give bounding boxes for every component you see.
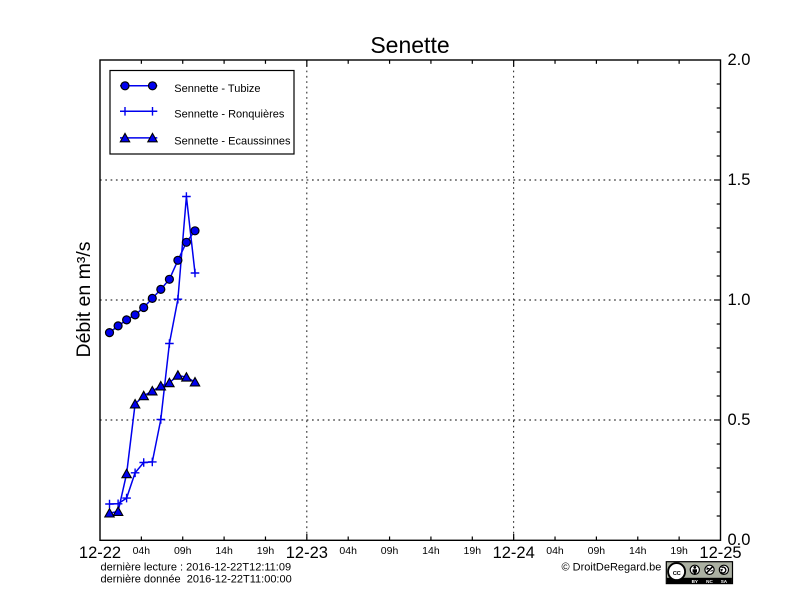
svg-text:12-24: 12-24	[493, 544, 535, 562]
svg-text:12-25: 12-25	[699, 544, 741, 562]
svg-text:14h: 14h	[629, 545, 647, 557]
svg-text:04h: 04h	[546, 545, 564, 557]
svg-text:14h: 14h	[215, 545, 233, 557]
svg-text:1.5: 1.5	[728, 171, 751, 189]
svg-text:Sennette - Ecaussinnes: Sennette - Ecaussinnes	[174, 135, 291, 147]
svg-text:04h: 04h	[133, 545, 151, 557]
svg-text:1.0: 1.0	[728, 291, 751, 309]
svg-text:14h: 14h	[422, 545, 440, 557]
svg-text:19h: 19h	[670, 545, 688, 557]
svg-text:dernière lecture : 2016-12-22T: dernière lecture : 2016-12-22T12:11:09	[101, 561, 292, 573]
svg-text:Sennette - Tubize: Sennette - Tubize	[174, 83, 260, 95]
svg-text:SA: SA	[721, 579, 728, 584]
svg-text:dernière donnée 2016-12-22T11: dernière donnée 2016-12-22T11:00:00	[101, 573, 292, 585]
svg-text:09h: 09h	[174, 545, 192, 557]
svg-text:2.0: 2.0	[728, 51, 751, 69]
svg-text:12-22: 12-22	[79, 544, 121, 562]
svg-text:0.0: 0.0	[728, 531, 751, 549]
svg-text:Senette: Senette	[370, 32, 449, 58]
svg-text:BY: BY	[692, 579, 698, 584]
svg-text:09h: 09h	[381, 545, 399, 557]
svg-text:19h: 19h	[464, 545, 482, 557]
svg-text:09h: 09h	[588, 545, 606, 557]
svg-text:04h: 04h	[339, 545, 357, 557]
svg-text:© DroitDeRegard.be: © DroitDeRegard.be	[562, 561, 662, 573]
svg-text:19h: 19h	[257, 545, 275, 557]
svg-text:Sennette - Ronquières: Sennette - Ronquières	[174, 109, 285, 121]
svg-text:12-23: 12-23	[286, 544, 328, 562]
svg-text:0.5: 0.5	[728, 411, 751, 429]
svg-text:Débit en m³/s: Débit en m³/s	[73, 241, 95, 357]
svg-text:NC: NC	[706, 579, 713, 584]
svg-text:CC: CC	[673, 571, 682, 577]
